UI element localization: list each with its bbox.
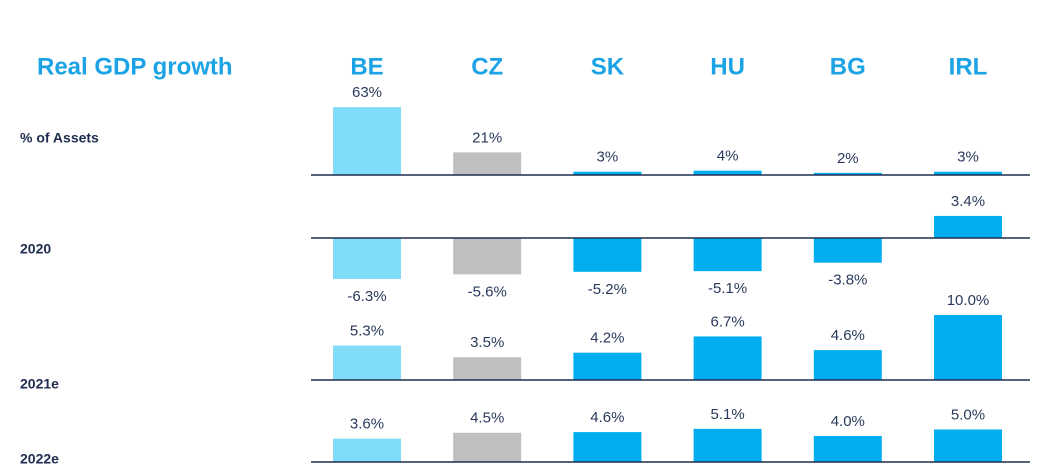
bar — [333, 438, 401, 462]
bar — [693, 238, 762, 272]
bar — [453, 152, 522, 175]
column-header: SK — [591, 53, 625, 80]
bar — [813, 436, 882, 462]
value-label: -5.1% — [708, 280, 747, 297]
value-label: -5.2% — [588, 281, 627, 298]
column-header: BG — [830, 53, 866, 80]
value-label: 10.0% — [947, 292, 990, 309]
bar — [934, 171, 1002, 175]
row-label: % of Assets — [20, 130, 99, 146]
value-label: -3.8% — [828, 272, 867, 289]
value-label: 5.3% — [350, 323, 384, 340]
value-label: 4% — [717, 148, 739, 165]
bar — [813, 172, 882, 175]
value-label: 6.7% — [710, 313, 744, 330]
bar — [453, 238, 522, 275]
column-header: BE — [350, 53, 383, 80]
bar — [693, 336, 762, 380]
value-label: 3% — [597, 149, 619, 166]
bar — [693, 170, 762, 175]
value-label: -5.6% — [468, 283, 507, 300]
value-label: 63% — [352, 84, 382, 101]
bar — [333, 238, 401, 279]
bar — [693, 428, 762, 462]
bar — [453, 432, 522, 462]
bar — [573, 238, 642, 272]
row-label: 2021e — [20, 376, 59, 392]
value-label: 4.2% — [590, 330, 624, 347]
chart-title: Real GDP growth — [37, 53, 233, 80]
value-label: -6.3% — [347, 288, 386, 305]
bar — [934, 429, 1002, 462]
value-label: 2% — [837, 150, 859, 167]
value-label: 3.5% — [470, 334, 504, 351]
bar — [573, 171, 642, 175]
value-label: 4.6% — [831, 327, 865, 344]
bar — [813, 350, 882, 380]
bar — [333, 345, 401, 380]
value-label: 5.1% — [710, 406, 744, 423]
value-label: 4.0% — [831, 413, 865, 430]
bar — [573, 432, 642, 462]
value-label: 3% — [957, 149, 979, 166]
value-label: 3.4% — [951, 193, 985, 210]
bar — [333, 107, 401, 175]
bar — [934, 315, 1002, 380]
value-label: 5.0% — [951, 406, 985, 423]
column-header: HU — [710, 53, 745, 80]
bar — [573, 352, 642, 380]
value-label: 3.6% — [350, 416, 384, 433]
value-label: 21% — [472, 129, 502, 146]
bar — [453, 357, 522, 380]
bar — [813, 238, 882, 263]
column-header: IRL — [949, 53, 988, 80]
row-label: 2022e — [20, 451, 59, 467]
bar — [934, 215, 1002, 238]
value-label: 4.6% — [590, 409, 624, 426]
column-header: CZ — [471, 53, 503, 80]
value-label: 4.5% — [470, 410, 504, 427]
row-label: 2020 — [20, 241, 51, 257]
